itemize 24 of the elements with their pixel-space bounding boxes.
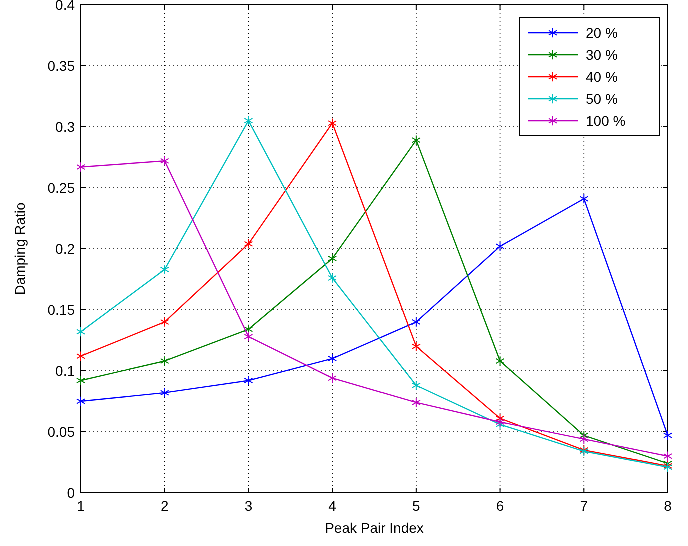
y-tick-label: 0.15: [48, 302, 76, 318]
x-tick-label: 8: [664, 498, 672, 514]
x-tick-label: 7: [580, 498, 588, 514]
y-tick-label: 0.3: [56, 119, 76, 135]
y-tick-label: 0.1: [56, 363, 76, 379]
y-tick-label: 0: [67, 485, 76, 501]
y-axis-title: Damping Ratio: [12, 202, 28, 296]
y-tick-label: 0.35: [48, 58, 76, 74]
x-tick-label: 2: [160, 498, 169, 514]
y-tick-label: 0.2: [56, 241, 76, 257]
x-tick-label: 6: [496, 498, 504, 514]
legend-label: 40 %: [586, 69, 618, 85]
legend-label: 20 %: [586, 25, 618, 41]
x-tick-label: 5: [412, 498, 421, 514]
legend-label: 100 %: [586, 113, 626, 129]
x-tick-label: 4: [328, 498, 337, 514]
x-tick-label: 3: [244, 498, 253, 514]
x-axis-title: Peak Pair Index: [325, 520, 424, 536]
y-tick-label: 0.05: [48, 424, 76, 440]
y-tick-label: 0.4: [56, 0, 76, 13]
legend-label: 50 %: [586, 91, 618, 107]
y-tick-label: 0.25: [48, 180, 76, 196]
x-tick-label: 1: [77, 498, 86, 514]
legend-label: 30 %: [586, 47, 618, 63]
